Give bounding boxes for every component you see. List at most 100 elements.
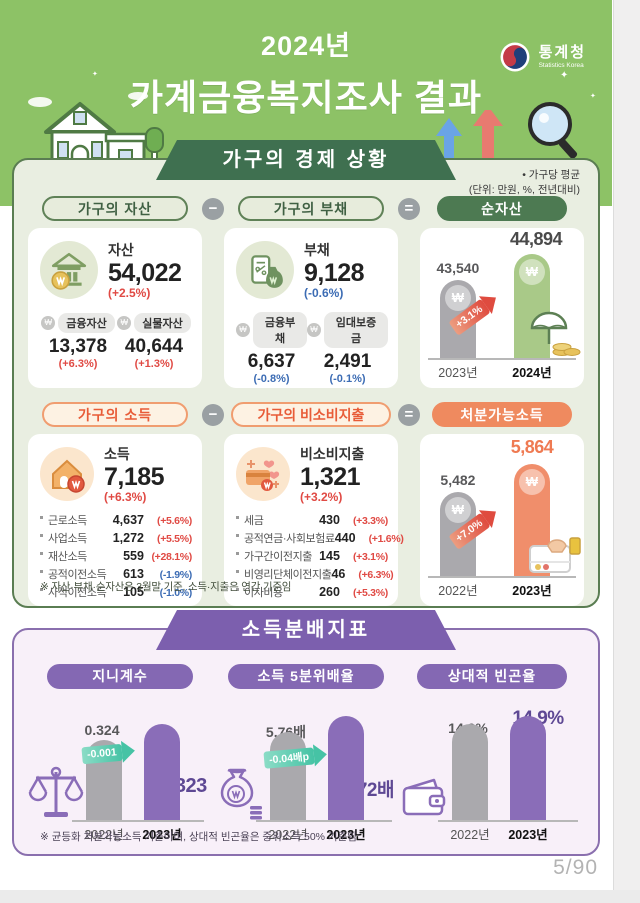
debt-label: 부채 [303,242,330,258]
nonconsumption-items: 세금 430 (+3.3%) 공적연금·사회보험료 440 (+1.6%) 가구간이전지… [235,512,404,600]
poverty-chart: 14.9% 14.9% 2022년 2023년 [400,696,584,846]
income-item: 공적이전소득 613 (-1.9%) [40,566,192,582]
equals-operator-icon: = [397,198,420,220]
income-value: 7,185 [104,463,165,491]
disposable-axis [427,576,577,578]
poverty-pill: 상대적 빈곤율 [417,664,567,689]
asset-bank-icon [40,241,98,300]
poverty-axis [438,820,578,822]
hero-year-title: 2024년 [261,31,351,61]
nonconsumption-pill: 가구의 비소비지출 [230,402,391,427]
gini-chart: 0.324 0.323 -0.001 2022년 2023년 [28,696,212,846]
magnifier-icon [528,102,578,159]
quintile-2023-bar [328,716,364,820]
debt-delta: (-0.6%) [303,286,344,301]
debt-column: 가구의 부채 [223,196,398,388]
nonconsumption-item: 세금 430 (+3.3%) [235,512,388,528]
won-coin-icon: ₩ [518,469,545,495]
income-box: 소득 7,185 (+6.3%) 근로소득 4,637 (+5.6%) 사업소득 1,… [28,434,202,606]
quintile-chart: 5.76배 5.72배 -0.04배p 2022년 2023년 [214,696,398,846]
statistics-korea-logo: 통계청 Statistics Korea [498,40,586,74]
financial-debt-stat: ₩ 금융부채 6,637 (-0.8%) [235,312,308,386]
networth-pill: 순자산 [436,196,567,221]
gini-2023-bar [144,724,180,820]
distribution-row: 지니계수 0.324 0.323 [28,664,584,846]
umbrella-coins-icon [530,311,581,356]
networth-2024-value: 44,894 [509,229,563,249]
distribution-section: 소득분배지표 지니계수 [12,610,600,856]
rental-deposit-stat: ₩ 임대보증금 2,491 (-0.1%) [307,312,388,385]
asset-label: 자산 [108,242,134,258]
quintile-axis [256,820,392,822]
real-asset-label: 실물자산 [134,313,191,334]
debt-box: 부채 9,128 (-0.6%) ₩ 금융부채 6,637 (-0.8%) [223,228,398,388]
logo-subtitle: Statistics Korea [538,61,584,69]
distribution-footnote: ※ 균등화 처분가능소득 기준이며, 상대적 빈곤율은 중위소득 50% 기준임 [40,831,357,843]
asset-value: 54,022 [108,259,182,287]
card-hearts-icon [235,447,290,502]
quintile-column: 소득 5분위배율 5.76배 5.72배 [214,664,398,846]
wallet-icon [402,778,446,816]
asset-box: 자산 54,022 (+2.5%) ₩ 금융자산 13,378 (+6.3%) [28,228,202,388]
poverty-2022-bar [452,724,488,820]
networth-2023-value: 43,540 [436,260,480,276]
gini-year-2022: 2022년 [84,828,124,842]
income-label: 소득 [104,446,130,462]
nonconsumption-item: 이자비용 260 (+5.3%) [235,584,388,600]
networth-2024-bar: ₩ [513,254,550,358]
sparkle-icon: ✦ [92,71,98,78]
poverty-year-2023: 2023년 [508,828,548,842]
disposable-year-2023: 2023년 [512,584,552,598]
money-bag-icon [220,768,262,820]
networth-year-2024: 2024년 [512,366,552,380]
unit-note: • 가구당 평균 (단위: 만원, %, 전년대비) [469,168,580,198]
economy-banner: 가구의 경제 상황 [156,140,456,180]
disposable-chart: 5,482 5,864 ₩ ₩ +7.0% [419,434,585,606]
networth-year-2023: 2023년 [438,366,478,380]
poverty-year-2022: 2022년 [450,828,490,842]
financial-asset-value: 13,378 [48,336,108,358]
real-asset-stat: ₩ 실물자산 40,644 (+1.3%) [117,312,191,371]
nonconsumption-item: 비영리단체이전지출 46 (+6.3%) [235,566,394,582]
taegeuk-icon [500,42,530,72]
financial-asset-stat: ₩ 금융자산 13,378 (+6.3%) [41,312,115,370]
quintile-2022-bar [270,732,306,820]
financial-debt-delta: (-0.8%) [253,373,290,386]
disposable-year-2022: 2022년 [438,584,478,598]
won-coin-icon: ₩ [518,259,545,285]
income-delta: (+6.3%) [104,490,147,505]
income-item: 재산소득 559 (+28.1%) [40,548,192,564]
won-badge-icon: ₩ [307,323,322,338]
gini-2022-value: 0.324 [84,722,120,738]
real-asset-value: 40,644 [124,336,184,358]
balance-scale-icon [28,766,84,817]
income-item: 근로소득 4,637 (+5.6%) [40,512,192,528]
won-coin-icon: ₩ [444,285,471,311]
poverty-2023-bar [510,716,546,820]
won-coin-icon: ₩ [444,497,471,523]
networth-column: 순자산 43,540 44,894 ₩ ₩ +3.1% [419,196,585,388]
rental-deposit-delta: (-0.1%) [329,373,366,386]
debt-value: 9,128 [303,259,365,287]
quintile-year-2022: 2022년 [268,828,308,842]
asset-column: 가구의 자산 [28,196,202,388]
logo-name: 통계청 [538,44,586,62]
quintile-pill: 소득 5분위배율 [228,664,384,689]
gini-column: 지니계수 0.324 0.323 [28,664,212,846]
income-house-icon [40,447,94,502]
gini-year-2023: 2023년 [142,828,182,842]
real-asset-delta: (+1.3%) [134,358,174,371]
hand-card-icon [529,537,581,573]
asset-pill: 가구의 자산 [41,196,188,221]
disposable-pill: 처분가능소득 [431,402,572,427]
financial-debt-value: 6,637 [247,351,296,373]
income-column: 가구의 소득 [28,402,202,606]
nonconsumption-item: 가구간이전지출 145 (+3.1%) [235,548,388,564]
income-items: 근로소득 4,637 (+5.6%) 사업소득 1,272 (+5.5%) 재산소득 55… [40,512,192,600]
disposable-column: 처분가능소득 5,482 5,864 ₩ ₩ +7.0% [419,402,585,606]
sparkle-icon: ✦ [590,93,596,100]
page-number: 5/90 [553,856,598,879]
asset-delta: (+2.5%) [108,286,151,301]
equals-operator-icon: = [397,404,420,426]
assets-row: 가구의 자산 [28,196,585,388]
